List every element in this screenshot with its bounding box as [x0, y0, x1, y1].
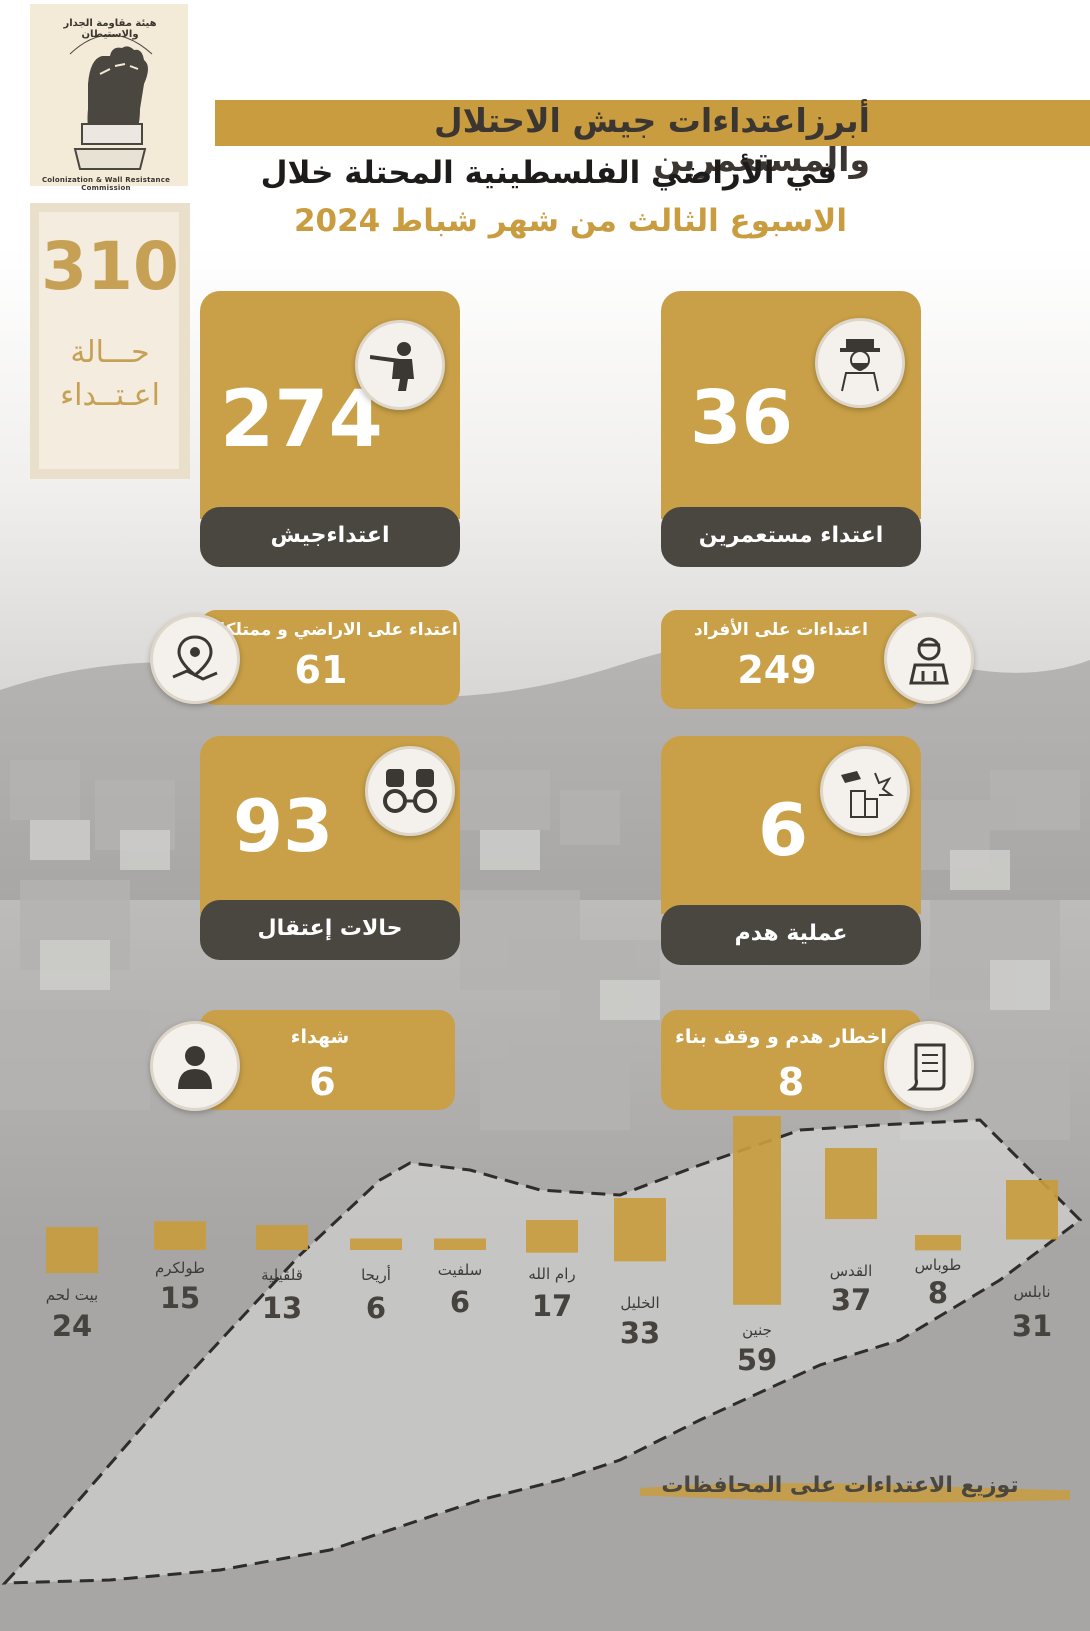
martyrs-card: [200, 1010, 455, 1110]
army-value: 274: [220, 375, 383, 465]
total-panel-inner: [39, 212, 179, 469]
individual-attacks-value: 249: [737, 648, 817, 692]
settler-icon: [815, 318, 905, 408]
injured-person-icon: [884, 614, 974, 704]
bar-9: [915, 1235, 961, 1251]
individual-attacks-card: [661, 610, 921, 709]
map-pin-icon: [150, 614, 240, 704]
bar-1: [154, 1221, 206, 1250]
total-label-line1: حـــالة: [70, 335, 150, 370]
army-label: اعتداءجيش: [200, 507, 460, 567]
bar-value-label: 17: [532, 1289, 572, 1323]
chart-title: توزيع الاعتداءات على المحافظات: [661, 1473, 1019, 1498]
bar-2: [256, 1225, 308, 1250]
bar-value-label: 24: [52, 1309, 92, 1343]
title-line2: في الأراضي الفلسطينية المحتلة خلال: [260, 155, 837, 191]
bar-category-label: رام الله: [528, 1265, 575, 1283]
land-attacks-card: [200, 610, 460, 705]
bar-10: [1006, 1180, 1058, 1240]
bar-category-label: طوباس: [915, 1256, 962, 1274]
bar-4: [434, 1238, 486, 1250]
bar-value-label: 31: [1012, 1309, 1052, 1343]
title-line1: أبرزاعتداءات جيش الاحتلال والمستعمرين: [434, 101, 870, 179]
demolition-icon: [820, 746, 910, 836]
bar-value-label: 6: [450, 1285, 470, 1319]
person-icon: [150, 1021, 240, 1111]
settlers-value: 36: [690, 375, 793, 461]
land-attacks-value: 61: [294, 648, 348, 692]
demolitions-label: عملية هدم: [661, 905, 921, 965]
bar-value-label: 13: [262, 1291, 302, 1325]
bar-category-label: بيت لحم: [46, 1286, 98, 1304]
bar-value-label: 6: [366, 1291, 386, 1325]
document-icon: [884, 1021, 974, 1111]
soldier-with-rifle-icon: [355, 320, 445, 410]
martyrs-value: 6: [309, 1060, 336, 1104]
bar-3: [350, 1238, 402, 1250]
title-band: [215, 100, 1090, 146]
arrests-value: 93: [233, 784, 334, 868]
martyrs-label: شهداء: [290, 1026, 350, 1048]
arrests-label: حالات إعتقال: [200, 900, 460, 960]
bar-value-label: 59: [737, 1343, 777, 1377]
bar-category-label: الخليل: [620, 1294, 659, 1312]
bar-0: [46, 1227, 98, 1274]
bar-category-label: نابلس: [1013, 1283, 1050, 1301]
demolition-notices-value: 8: [777, 1060, 805, 1104]
bar-category-label: طولكرم: [155, 1259, 205, 1277]
logo-english-name: Colonization & Wall Resistance Commissio…: [41, 176, 171, 192]
total-label-line2: اعـتــداء: [60, 378, 160, 413]
settlers-label: اعتداء مستعمرين: [661, 507, 921, 567]
bar-5: [526, 1220, 578, 1253]
handcuffs-icon: [365, 746, 455, 836]
demolition-notices-label: اخطار هدم و وقف بناء: [675, 1026, 887, 1048]
logo-arabic-name: هيئة مقاومة الجدار والاستيطان: [63, 18, 157, 40]
bar-8: [825, 1148, 877, 1220]
bar-value-label: 33: [620, 1316, 660, 1350]
title-line3: الاسبوع الثالث من شهر شباط 2024: [293, 203, 847, 239]
total-value: 310: [41, 228, 179, 305]
bar-6: [614, 1198, 666, 1262]
bar-category-label: جنين: [742, 1321, 772, 1339]
bar-value-label: 8: [928, 1276, 948, 1310]
demolition-notices-card: [661, 1010, 921, 1110]
demolitions-value: 6: [758, 788, 809, 872]
individual-attacks-label: اعتداءات على الأفراد: [694, 620, 868, 640]
bar-value-label: 37: [831, 1283, 871, 1317]
raised-fist-icon: [69, 34, 153, 170]
bar-category-label: أريحا: [361, 1265, 391, 1284]
bar-category-label: قلقيلية: [261, 1266, 303, 1284]
bar-7: [733, 1116, 781, 1305]
bar-category-label: القدس: [830, 1262, 873, 1280]
bar-category-label: سلفيت: [438, 1261, 482, 1279]
land-attacks-label: اعتداء على الاراضي و ممتلكات: [202, 620, 458, 640]
bar-value-label: 15: [160, 1281, 200, 1315]
